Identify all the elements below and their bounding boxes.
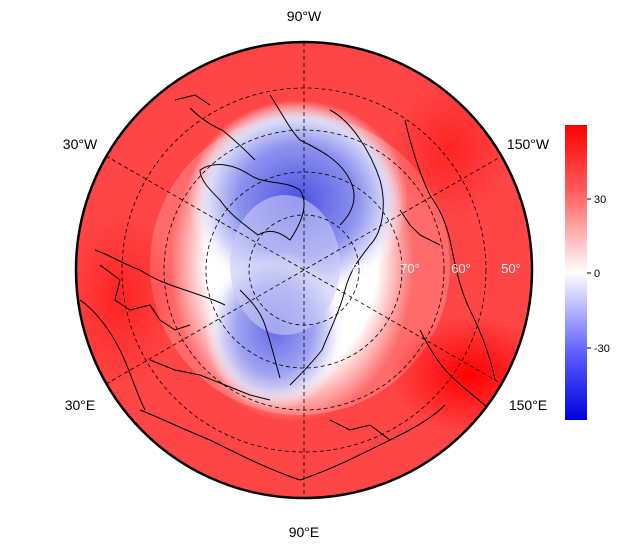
colorbar-tick-30: 30 bbox=[594, 194, 606, 206]
anomaly-field bbox=[76, 42, 532, 498]
map-border bbox=[74, 40, 534, 500]
colorbar-tick-neg30: -30 bbox=[594, 343, 610, 355]
lat-label-80: 80° bbox=[352, 261, 372, 276]
lon-label-upper-right: 150°W bbox=[507, 136, 550, 152]
lat-label-70: 70° bbox=[400, 261, 420, 276]
lon-label-top: 90°W bbox=[287, 8, 322, 24]
colorbar: 30 0 -30 bbox=[565, 125, 610, 420]
coastlines bbox=[79, 94, 496, 481]
lon-label-bottom: 90°E bbox=[289, 524, 320, 540]
lon-label-upper-left: 30°W bbox=[63, 136, 98, 152]
lat-label-50: 50° bbox=[501, 261, 521, 276]
lon-label-lower-left: 30°E bbox=[65, 397, 96, 413]
colorbar-tick-0: 0 bbox=[594, 268, 600, 280]
colorbar-gradient bbox=[565, 125, 587, 420]
graticule bbox=[105, 42, 503, 498]
lon-label-lower-right: 150°E bbox=[509, 397, 547, 413]
lat-label-60: 60° bbox=[451, 261, 471, 276]
